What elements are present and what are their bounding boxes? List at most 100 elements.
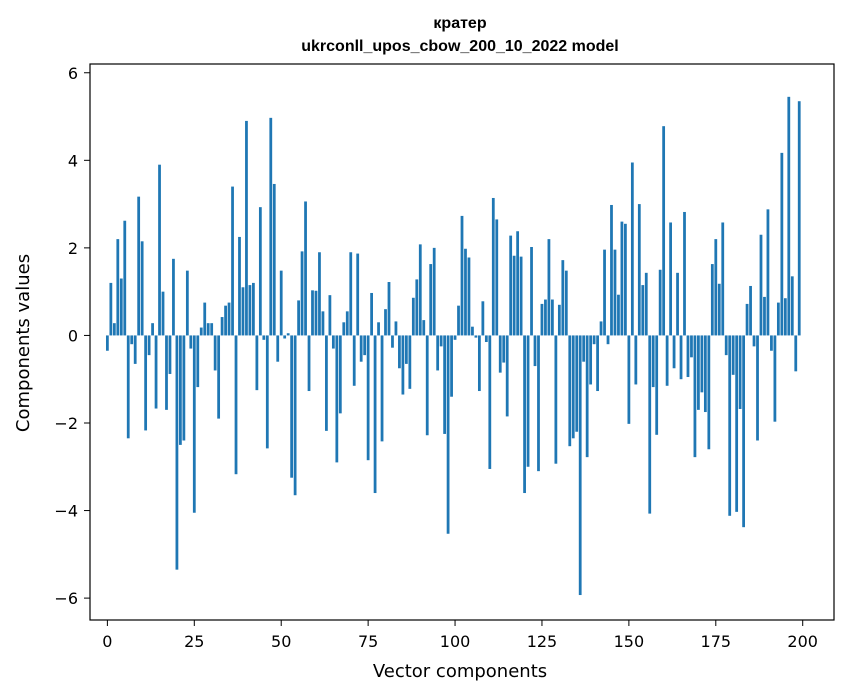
y-tick-label: 0 xyxy=(68,326,78,345)
bar xyxy=(140,241,144,336)
bar xyxy=(415,279,419,336)
bar xyxy=(603,249,606,336)
bar xyxy=(196,335,200,388)
y-axis-label: Components values xyxy=(13,254,34,432)
bar xyxy=(255,335,259,391)
bar xyxy=(349,252,353,336)
x-tick-label: 125 xyxy=(527,632,558,651)
bar xyxy=(759,234,763,336)
bar xyxy=(637,204,641,336)
bar xyxy=(453,335,457,340)
x-tick-label: 200 xyxy=(787,632,818,651)
bar xyxy=(526,335,530,467)
bar xyxy=(693,335,697,458)
bar xyxy=(540,303,544,336)
bar xyxy=(220,317,224,336)
bar xyxy=(210,323,214,336)
bar xyxy=(404,335,408,364)
bar xyxy=(182,335,186,441)
bar xyxy=(338,335,342,414)
bar xyxy=(457,305,460,336)
bar xyxy=(752,335,756,347)
bar xyxy=(352,335,356,386)
x-tick-label: 50 xyxy=(271,632,291,651)
bar xyxy=(133,335,137,364)
bar xyxy=(564,270,568,336)
bar xyxy=(109,282,113,336)
bar xyxy=(582,335,586,362)
bar xyxy=(749,285,752,336)
bar xyxy=(425,335,429,436)
bar xyxy=(658,269,662,336)
bar xyxy=(185,270,189,336)
x-axis-ticks: 0 25 50 75 100 125 150 175 200 xyxy=(102,620,818,651)
bar xyxy=(359,335,363,362)
bar xyxy=(286,333,290,336)
bar xyxy=(213,335,217,371)
bar xyxy=(401,335,405,395)
bar xyxy=(192,335,196,513)
bar xyxy=(172,258,175,336)
bar xyxy=(408,335,412,389)
bar xyxy=(770,335,773,351)
x-tick-label: 75 xyxy=(358,632,378,651)
bar xyxy=(641,285,645,336)
bar xyxy=(537,335,540,472)
bar xyxy=(387,282,391,336)
bar xyxy=(571,335,575,439)
bar xyxy=(154,335,158,409)
bar xyxy=(356,253,360,336)
bar xyxy=(380,335,384,442)
bar xyxy=(432,247,436,336)
bar xyxy=(544,299,547,336)
x-tick-label: 175 xyxy=(701,632,732,651)
y-tick-label: −2 xyxy=(54,414,78,433)
bar xyxy=(523,335,526,494)
bar xyxy=(199,327,203,336)
bar xyxy=(578,335,582,596)
bar xyxy=(735,335,739,512)
bar xyxy=(373,335,377,494)
bar xyxy=(276,335,280,362)
bar xyxy=(318,252,321,336)
bar xyxy=(530,247,533,336)
y-tick-label: −6 xyxy=(54,589,78,608)
bar xyxy=(738,335,742,409)
bar xyxy=(151,323,154,336)
bar xyxy=(418,244,422,336)
bar xyxy=(679,335,683,380)
bar xyxy=(328,295,332,336)
bar xyxy=(304,201,307,336)
bar xyxy=(790,276,794,336)
bar xyxy=(394,321,398,336)
bar xyxy=(672,335,676,369)
bar xyxy=(780,152,784,336)
bar xyxy=(325,335,328,431)
bar xyxy=(745,303,749,336)
bar xyxy=(700,335,704,393)
bar xyxy=(797,101,801,336)
bar xyxy=(763,296,766,336)
bar xyxy=(630,162,634,336)
bar xyxy=(495,219,499,336)
bar xyxy=(714,239,718,336)
chart-subtitle: ukrconll_upos_cbow_200_10_2022 model xyxy=(301,38,618,55)
bar xyxy=(613,249,617,336)
bar xyxy=(634,335,638,385)
bar xyxy=(238,236,241,336)
bar xyxy=(655,335,659,435)
bar xyxy=(776,302,780,336)
bar xyxy=(568,335,572,447)
bar xyxy=(683,211,686,336)
bar xyxy=(252,282,255,336)
bar xyxy=(258,207,262,336)
bar xyxy=(477,335,481,392)
bar xyxy=(130,335,134,345)
bar xyxy=(227,302,231,336)
bar xyxy=(321,311,325,336)
bar xyxy=(248,285,252,336)
bar xyxy=(234,335,238,475)
bar xyxy=(283,335,287,339)
bar xyxy=(557,304,561,336)
y-tick-label: 2 xyxy=(68,239,78,258)
